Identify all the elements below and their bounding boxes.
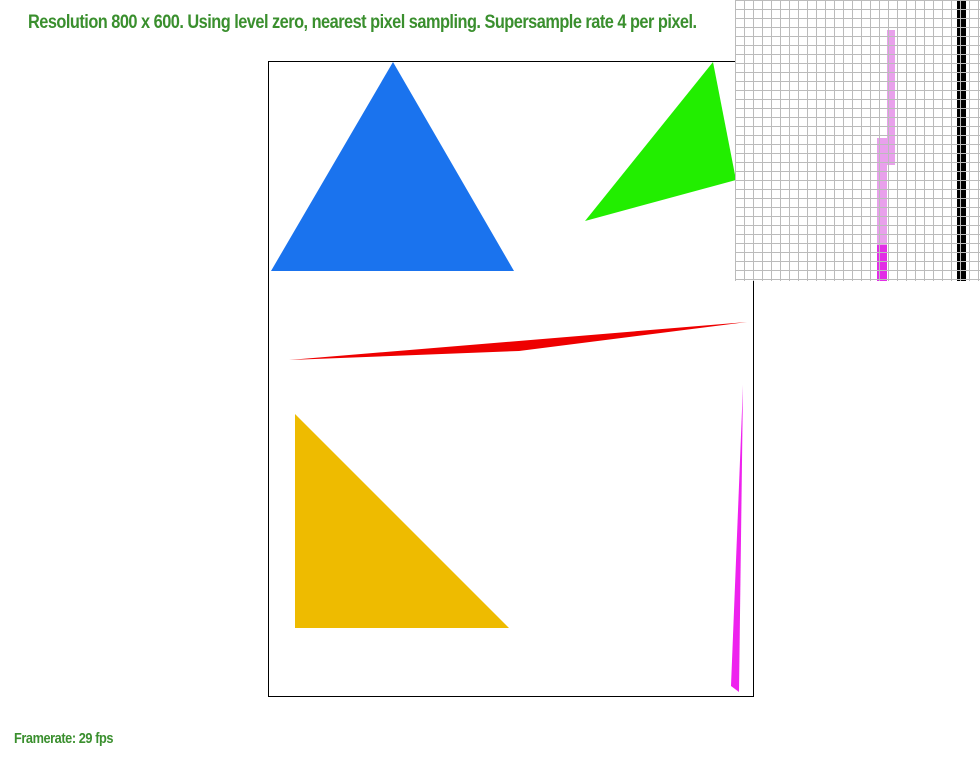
blue-triangle [271,62,514,271]
zoom-light-magenta-column-upper [887,30,895,138]
zoom-black-column [957,0,966,281]
zoom-grid [735,0,980,281]
pixel-zoom-inspector [735,0,980,281]
framerate-label: Framerate: 29 fps [14,730,114,747]
zoom-magenta-column [877,245,887,281]
render-canvas[interactable] [268,61,754,697]
zoom-light-magenta-column-lower [877,165,887,245]
red-sliver-triangle [289,322,747,360]
yellow-triangle [295,414,509,628]
magenta-sliver-triangle [731,385,743,692]
zoom-pixel-fills [877,0,966,281]
green-triangle [585,62,736,221]
status-line: Resolution 800 x 600. Using level zero, … [28,12,697,33]
zoom-grid-lines [735,0,980,281]
